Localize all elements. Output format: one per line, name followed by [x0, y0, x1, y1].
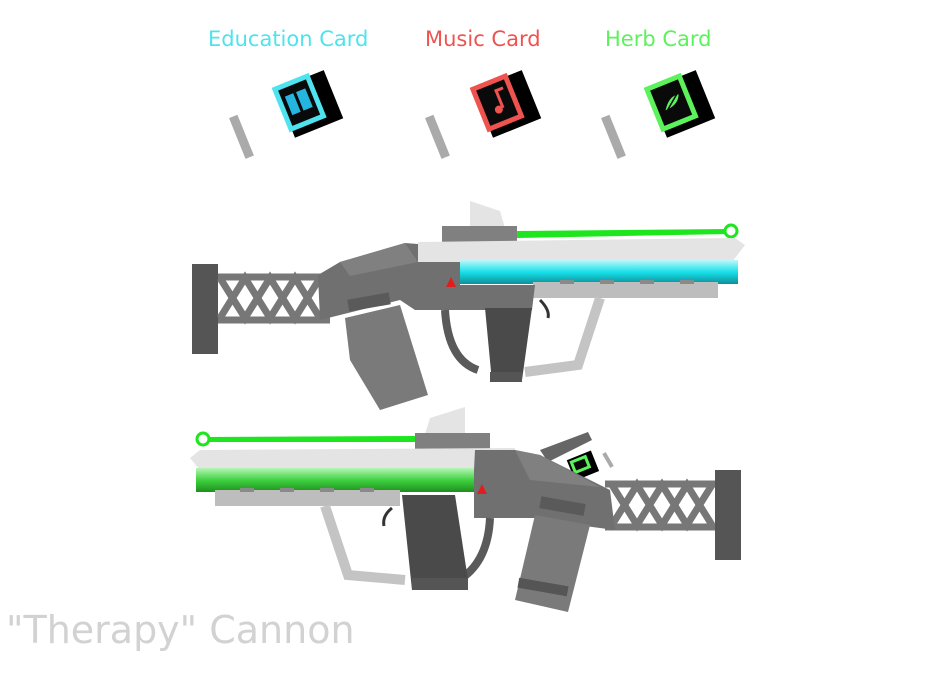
herb-card-cube [643, 70, 716, 138]
stock-butt [192, 264, 218, 354]
laser-emitter [195, 431, 211, 447]
foregrip-frame [320, 504, 406, 585]
herb-card-label: Herb Card [605, 27, 712, 51]
leaf-icon [665, 92, 679, 113]
therapy-cannon-right [192, 201, 745, 410]
magazine [345, 305, 428, 410]
front-sight [470, 201, 505, 228]
warning-icon [446, 277, 456, 287]
ejected-card-slip [601, 114, 626, 159]
herb-card [601, 70, 716, 159]
magazine [515, 515, 590, 612]
optic-block [415, 433, 490, 449]
warning-icon [477, 484, 487, 494]
ejected-card-slip [425, 114, 450, 159]
laser-emitter [723, 223, 739, 239]
therapy-cannon-left [190, 407, 741, 612]
pistol-grip [485, 308, 532, 382]
energy-barrel [460, 260, 738, 284]
music-card-label: Music Card [425, 27, 541, 51]
lower-rail [533, 282, 718, 298]
pistol-grip [402, 495, 468, 590]
music-card [425, 70, 542, 159]
lower-rail [215, 490, 400, 506]
education-card [229, 70, 344, 159]
education-card-label: Education Card [208, 27, 369, 51]
optic-block [442, 226, 517, 242]
ejected-card-slip [229, 114, 254, 159]
ejected-card-slip [602, 452, 614, 468]
stock-butt [715, 470, 741, 560]
stock-truss [605, 478, 715, 532]
music-note-icon [494, 86, 505, 114]
stock-truss [217, 271, 330, 325]
foregrip-frame [524, 296, 605, 377]
music-card-cube [469, 70, 542, 138]
upper-shroud [190, 448, 515, 470]
education-card-cube [271, 70, 344, 138]
weapon-name-caption: "Therapy" Cannon [6, 608, 355, 652]
trigger-guard [441, 309, 480, 374]
ejection-arm [540, 432, 592, 462]
laser-beam [517, 229, 730, 238]
book-icon [284, 88, 313, 116]
front-sight [425, 407, 465, 434]
energy-barrel [196, 468, 474, 492]
laser-beam [205, 436, 415, 442]
upper-shroud [418, 238, 745, 262]
